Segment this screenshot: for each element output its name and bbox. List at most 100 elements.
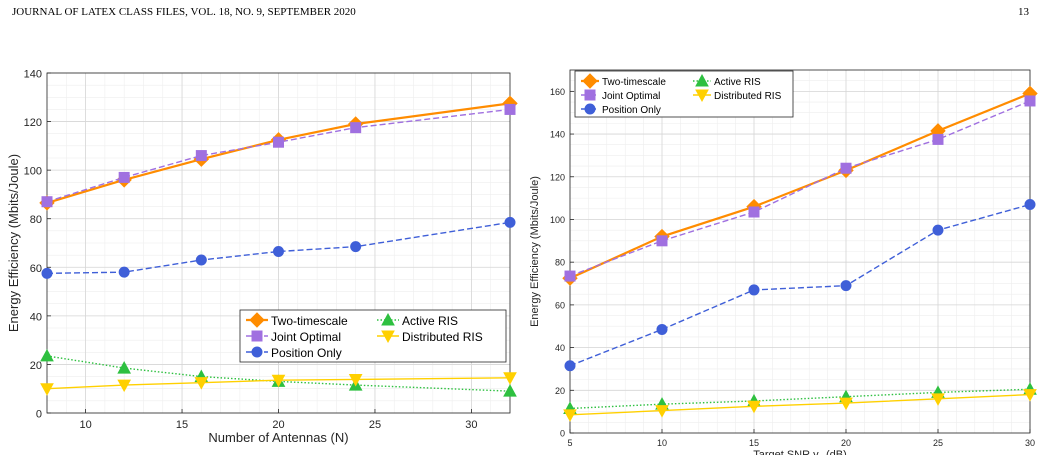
x-tick-label: 25 <box>369 419 381 431</box>
series-line <box>569 203 1031 367</box>
legend-label: Active RIS <box>714 77 761 88</box>
legend-marker <box>251 346 263 358</box>
x-tick-label: 10 <box>657 438 667 448</box>
data-point <box>748 206 760 218</box>
x-tick-label: 30 <box>1025 438 1035 448</box>
series-line <box>569 100 1031 277</box>
legend-marker <box>251 330 263 342</box>
data-point <box>839 397 853 411</box>
data-point <box>656 323 668 335</box>
data-point <box>931 393 945 406</box>
data-point <box>1024 95 1036 107</box>
x-axis-label: Target SNR γ0 (dB) <box>753 449 847 455</box>
series-distributed-ris <box>40 372 517 396</box>
x-tick-label: 30 <box>465 419 477 431</box>
legend-label: Active RIS <box>402 314 458 328</box>
data-point <box>748 284 760 296</box>
data-point <box>195 150 207 162</box>
y-tick-label: 140 <box>550 130 565 140</box>
data-point <box>271 374 286 388</box>
x-axis-label: Number of Antennas (N) <box>208 430 348 445</box>
data-point <box>195 254 207 266</box>
series-position-only <box>564 199 1036 372</box>
x-tick-label: 5 <box>567 438 572 448</box>
y-tick-label: 160 <box>550 87 565 97</box>
data-point <box>117 379 132 393</box>
series-line <box>46 108 511 203</box>
data-point <box>563 409 577 422</box>
series-line <box>46 377 511 390</box>
legend-label: Distributed RIS <box>402 330 483 344</box>
journal-header: JOURNAL OF LATEX CLASS FILES, VOL. 18, N… <box>12 6 356 18</box>
legend-marker <box>584 103 596 115</box>
y-tick-label: 60 <box>30 263 42 275</box>
legend-marker <box>695 73 709 87</box>
legend-label: Two-timescale <box>271 314 348 328</box>
data-point <box>1024 199 1036 211</box>
legend-marker <box>584 89 596 101</box>
x-tick-label: 10 <box>79 419 91 431</box>
y-tick-label: 40 <box>555 343 565 353</box>
data-point <box>348 373 363 387</box>
series-line <box>569 92 1031 280</box>
y-tick-label: 0 <box>560 429 565 439</box>
legend-label: Position Only <box>602 105 661 116</box>
legend-label: Joint Optimal <box>271 330 341 344</box>
legend-label: Joint Optimal <box>602 91 660 102</box>
data-point <box>932 133 944 145</box>
x-tick-label: 15 <box>749 438 759 448</box>
y-tick-label: 80 <box>30 214 42 226</box>
series-line <box>46 221 511 275</box>
data-point <box>273 246 284 257</box>
data-point <box>655 405 669 418</box>
data-point <box>656 235 668 247</box>
series-active-ris <box>40 348 517 397</box>
data-point <box>564 270 576 282</box>
data-point <box>504 216 516 228</box>
legend-marker <box>249 312 265 328</box>
legend: Two-timescale Joint Optimal Position Only A… <box>574 70 794 118</box>
data-point <box>840 162 852 174</box>
y-tick-label: 120 <box>24 117 42 129</box>
y-tick-label: 80 <box>555 258 565 268</box>
right-chart: 5 10 15 20 25 30 0 20 40 60 80 100 120 140 160 Target S… <box>529 69 1038 455</box>
legend-marker <box>695 89 709 103</box>
data-point <box>40 348 54 362</box>
data-point <box>504 103 516 115</box>
data-point <box>40 383 54 396</box>
legend-box <box>574 70 794 118</box>
data-point <box>503 372 517 385</box>
series-line <box>569 393 1031 416</box>
page-header: JOURNAL OF LATEX CLASS FILES, VOL. 18, N… <box>12 6 1029 22</box>
data-point <box>503 384 517 397</box>
left-chart: 10 15 20 25 30 0 20 40 60 80 100 120 140 Number of An… <box>6 69 518 445</box>
data-point <box>564 360 576 372</box>
data-point <box>350 122 362 134</box>
series-joint-optimal <box>564 95 1036 282</box>
y-tick-label: 120 <box>550 172 565 182</box>
x-tick-label: 20 <box>841 438 851 448</box>
legend-label: Position Only <box>271 346 342 360</box>
legend-marker <box>381 330 395 344</box>
y-tick-label: 100 <box>24 166 42 178</box>
legend-label: Distributed RIS <box>714 91 782 102</box>
data-point <box>932 224 944 236</box>
y-tick-label: 20 <box>555 386 565 396</box>
x-tick-label: 20 <box>272 419 284 431</box>
legend-marker <box>582 73 598 89</box>
y-tick-label: 0 <box>36 409 42 421</box>
data-point <box>273 136 284 148</box>
series-distributed-ris <box>563 389 1037 422</box>
y-tick-label: 140 <box>24 69 42 81</box>
data-point <box>747 400 761 414</box>
data-point <box>1023 389 1037 402</box>
legend: Two-timescale Joint Optimal Position Only A… <box>239 309 507 363</box>
data-point <box>41 196 53 208</box>
y-tick-label: 40 <box>30 311 42 323</box>
y-axis-label: Energy Efficiency (Mbits/Joule) <box>529 176 541 327</box>
page-number: 13 <box>1018 6 1029 18</box>
legend-box <box>239 309 507 363</box>
y-tick-label: 100 <box>550 215 565 225</box>
x-tick-label: 15 <box>176 419 188 431</box>
series-joint-optimal <box>41 103 516 208</box>
